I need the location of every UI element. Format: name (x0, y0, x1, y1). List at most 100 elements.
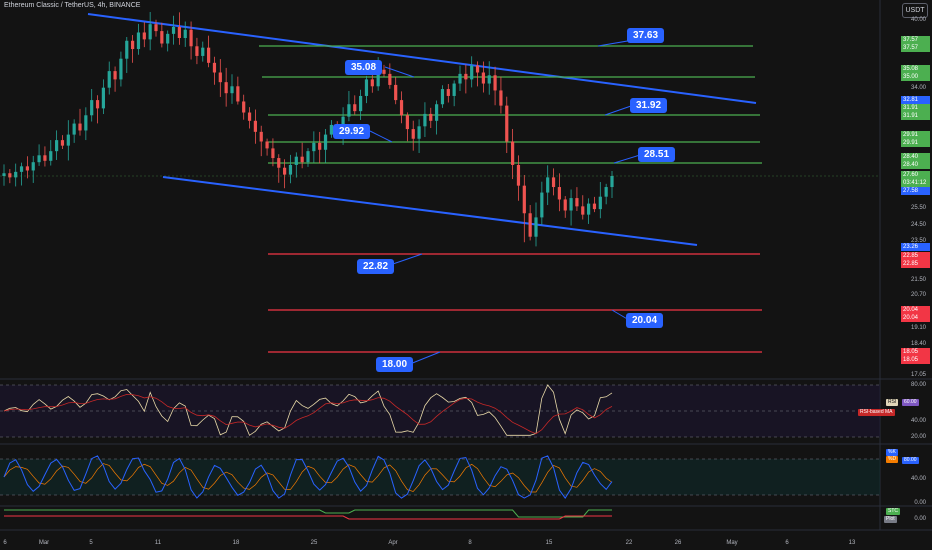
candle-body (183, 29, 187, 38)
candle-body (84, 115, 88, 131)
channel-upper-line[interactable] (87, 13, 757, 104)
candle-body (2, 173, 6, 176)
callout-29-92[interactable]: 29.92 (333, 124, 371, 139)
candle-body (148, 24, 152, 40)
price-tag: 23.26 (901, 243, 930, 251)
candle-body (528, 213, 532, 237)
rsi-value-tag: 60.00 (902, 399, 919, 406)
rsi-axis-20: 20.00 (910, 434, 926, 440)
candle-body (540, 192, 544, 218)
candle-body (516, 164, 521, 186)
price-tag: 22.85 (901, 260, 930, 268)
stc-red-line (4, 515, 612, 520)
candle-body (446, 89, 450, 96)
candle-body (569, 198, 573, 211)
candle-body (323, 134, 328, 150)
candle-body (43, 155, 47, 161)
candle-body (265, 141, 269, 149)
candle-body (499, 90, 503, 106)
candle-body (31, 162, 35, 171)
channel-lower-line[interactable] (162, 176, 698, 246)
candle-body (470, 65, 474, 80)
candle-body (435, 104, 439, 121)
current-price-tag: 27.60 (901, 171, 930, 179)
y-tick: 20.70 (910, 292, 926, 298)
y-tick: 19.10 (910, 325, 926, 331)
candle-body (66, 134, 70, 146)
callout-22-82[interactable]: 22.82 (357, 259, 395, 274)
rsi-ma-line (3, 393, 613, 435)
x-tick: 26 (674, 540, 682, 546)
price-tag: 37.57 (901, 44, 930, 52)
candle-body (452, 83, 456, 96)
candle-body (551, 177, 556, 188)
candle-body (429, 113, 433, 121)
stoch-k-line (3, 455, 613, 500)
candle-body (189, 29, 193, 47)
price-tag: 22.85 (901, 252, 930, 260)
candle-body (464, 73, 468, 80)
candle-body (300, 156, 304, 163)
candle-body (505, 105, 509, 142)
candle-body (312, 142, 316, 152)
candle-body (277, 158, 281, 168)
rsi-line (3, 384, 613, 436)
x-tick: Mar (38, 540, 50, 546)
candle-body (177, 26, 181, 38)
candle-body (394, 84, 398, 101)
candle-body (119, 58, 123, 80)
candle-body (55, 140, 59, 152)
callout-31-92[interactable]: 31.92 (630, 98, 668, 113)
x-tick: 8 (468, 540, 472, 546)
symbol-title[interactable]: Ethereum Classic / TetherUS, 4h, BINANCE (4, 2, 141, 9)
callout-37-63[interactable]: 37.63 (627, 28, 665, 43)
candle-body (136, 32, 141, 50)
stoch-axis-0: 0.00 (914, 500, 926, 506)
callout-28-51[interactable]: 28.51 (638, 147, 676, 162)
y-tick: 40.00 (910, 17, 926, 23)
price-tag: 18.05 (901, 348, 930, 356)
candle-body (259, 131, 263, 142)
candle-body (382, 69, 386, 74)
candle-body (201, 47, 205, 56)
price-tag: 28.40 (901, 153, 930, 161)
x-tick: May (726, 540, 738, 546)
candle-body (598, 196, 602, 210)
candle-body (458, 73, 462, 84)
price-tag: 32.81 (901, 96, 930, 104)
candle-body (405, 115, 409, 130)
y-tick: 34.00 (910, 85, 926, 91)
stc-label: STC (886, 508, 900, 515)
currency-button[interactable]: USDT (902, 3, 928, 18)
price-tag: 31.91 (901, 112, 930, 120)
candle-body (60, 140, 65, 146)
candle-body (487, 75, 491, 84)
rsi-label: RSI (886, 399, 899, 406)
callout-20-04[interactable]: 20.04 (626, 313, 664, 328)
candle-body (288, 164, 293, 175)
price-tag: 18.05 (901, 356, 930, 364)
price-tag: 28.40 (901, 161, 930, 169)
x-tick: 18 (232, 540, 240, 546)
candle-body (364, 79, 369, 96)
countdown-tag: 03:41:12 (901, 179, 930, 187)
x-tick: 11 (154, 540, 162, 546)
candle-body (604, 187, 608, 197)
candle-body (347, 104, 351, 117)
candle-body (399, 100, 404, 116)
candle-body (370, 79, 374, 87)
candle-body (283, 167, 287, 175)
callout-35-08[interactable]: 35.08 (345, 60, 383, 75)
candle-body (125, 40, 129, 59)
stoch-axis-40: 40.00 (910, 476, 926, 482)
candle-body (306, 151, 310, 163)
candle-body (113, 71, 117, 80)
candle-body (218, 72, 222, 83)
rsi-axis-80: 80.00 (910, 382, 926, 388)
candle-body (37, 155, 41, 163)
callout-18-00[interactable]: 18.00 (376, 357, 414, 372)
candle-body (563, 199, 567, 211)
candle-body (253, 120, 257, 132)
candle-body (388, 73, 392, 85)
